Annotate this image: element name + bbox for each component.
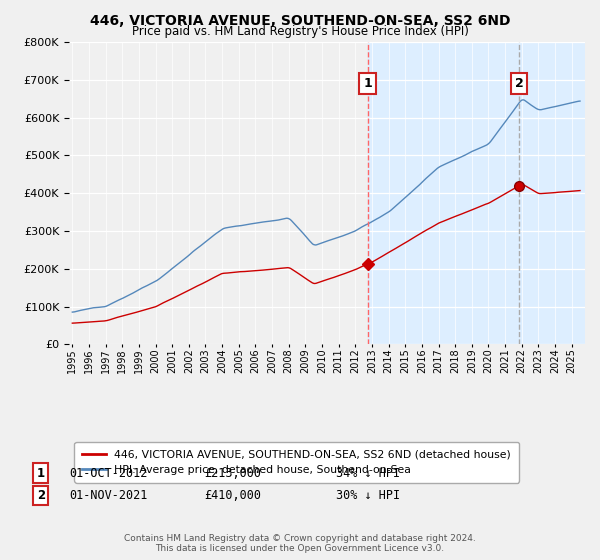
Text: 1: 1 bbox=[37, 466, 45, 480]
Bar bbox=[368, 42, 585, 344]
Text: £410,000: £410,000 bbox=[204, 489, 261, 502]
Text: 01-OCT-2012: 01-OCT-2012 bbox=[69, 466, 148, 480]
Text: 30% ↓ HPI: 30% ↓ HPI bbox=[336, 489, 400, 502]
Text: 2: 2 bbox=[37, 489, 45, 502]
Text: 1: 1 bbox=[364, 77, 372, 90]
Text: 34% ↓ HPI: 34% ↓ HPI bbox=[336, 466, 400, 480]
Text: 01-NOV-2021: 01-NOV-2021 bbox=[69, 489, 148, 502]
Text: Price paid vs. HM Land Registry's House Price Index (HPI): Price paid vs. HM Land Registry's House … bbox=[131, 25, 469, 38]
Text: 2: 2 bbox=[515, 77, 523, 90]
Text: Contains HM Land Registry data © Crown copyright and database right 2024.
This d: Contains HM Land Registry data © Crown c… bbox=[124, 534, 476, 553]
Text: 446, VICTORIA AVENUE, SOUTHEND-ON-SEA, SS2 6ND: 446, VICTORIA AVENUE, SOUTHEND-ON-SEA, S… bbox=[90, 14, 510, 28]
Legend: 446, VICTORIA AVENUE, SOUTHEND-ON-SEA, SS2 6ND (detached house), HPI: Average pr: 446, VICTORIA AVENUE, SOUTHEND-ON-SEA, S… bbox=[74, 442, 519, 483]
Text: £213,000: £213,000 bbox=[204, 466, 261, 480]
